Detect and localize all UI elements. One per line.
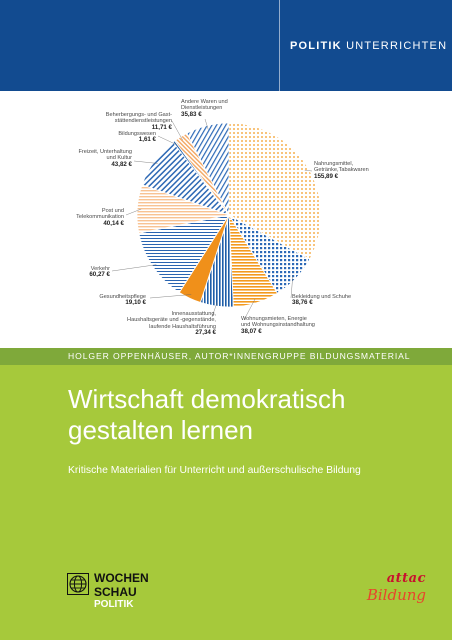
globe-icon [67, 573, 89, 595]
leader-line-food [304, 169, 313, 172]
publisher-line-2: SCHAU [94, 585, 137, 599]
attac-logo-word: attac [386, 571, 426, 586]
leader-line-health [149, 294, 192, 299]
label-leisure: Freizeit, Unterhaltung und Kultur 43,82 … [78, 149, 132, 168]
book-subtitle: Kritische Materialien für Unterricht und… [68, 465, 361, 476]
label-transport: Verkehr 60,27 € [89, 266, 110, 279]
series-name-bold: POLITIK [290, 40, 342, 52]
pie-leader-lines [111, 118, 313, 321]
leader-line-housing [243, 298, 256, 321]
attac-logo: attac Bildung [352, 571, 432, 617]
leader-line-clothing [290, 275, 294, 299]
label-furnishing: Innenausstattung, Haushaltsgeräte und -g… [127, 311, 216, 336]
label-hospitality: Beherbergungs- und Gast- stättendienstle… [105, 112, 172, 131]
book-title: Wirtschaft demokratisch gestalten lernen [68, 384, 438, 446]
label-telecom: Post und Telekommunikation 40,14 € [76, 208, 124, 227]
label-food: Nahrungsmittel, Getränke,Tabakwaren 155,… [314, 161, 369, 180]
publisher-line-3: POLITIK [94, 599, 134, 610]
series-name-rest: UNTERRICHTEN [346, 40, 448, 52]
header-band: POLITIK UNTERRICHTEN [0, 0, 452, 91]
series-name: POLITIK UNTERRICHTEN [290, 40, 447, 52]
publisher-line-1: WOCHEN [94, 571, 149, 585]
attac-logo-subword: Bildung [366, 586, 426, 604]
leader-line-hospitality [171, 120, 183, 141]
cover-figure: Nahrungsmittel, Getränke,Tabakwaren 155,… [0, 91, 452, 348]
author-line: HOLGER OPPENHÄUSER, AUTOR*INNENGRUPPE BI… [68, 351, 411, 361]
leader-line-furnishing [211, 302, 218, 318]
cover-green-area: Wirtschaft demokratisch gestalten lernen… [0, 365, 452, 640]
leader-line-transport [111, 264, 157, 272]
header-divider [279, 0, 280, 91]
book-title-line-1: Wirtschaft demokratisch [68, 384, 346, 414]
pie-slice-other [186, 122, 230, 216]
pie-slices [136, 122, 322, 308]
pie-slice-transport [138, 214, 230, 293]
pie-slice-food [228, 122, 322, 260]
leader-line-other [204, 118, 209, 130]
leader-line-telecom [125, 208, 142, 216]
label-housing: Wohnungsmieten, Energie und Wohnungsinst… [241, 316, 315, 335]
author-band: HOLGER OPPENHÄUSER, AUTOR*INNENGRUPPE BI… [0, 348, 452, 365]
publisher-logo: WOCHEN SCHAU POLITIK [67, 571, 187, 615]
label-other: Andere Waren und Dienstleistungen 35,83 … [181, 99, 228, 118]
label-clothing: Bekleidung und Schuhe 38,76 € [292, 294, 352, 307]
label-education: Bildungswesen 1,61 € [118, 131, 156, 144]
leader-line-leisure [133, 160, 158, 164]
book-title-line-2: gestalten lernen [68, 415, 254, 445]
label-health: Gesundheitspflege 19,10 € [99, 294, 146, 307]
pie-figure [111, 118, 322, 321]
leader-line-education [157, 135, 177, 145]
